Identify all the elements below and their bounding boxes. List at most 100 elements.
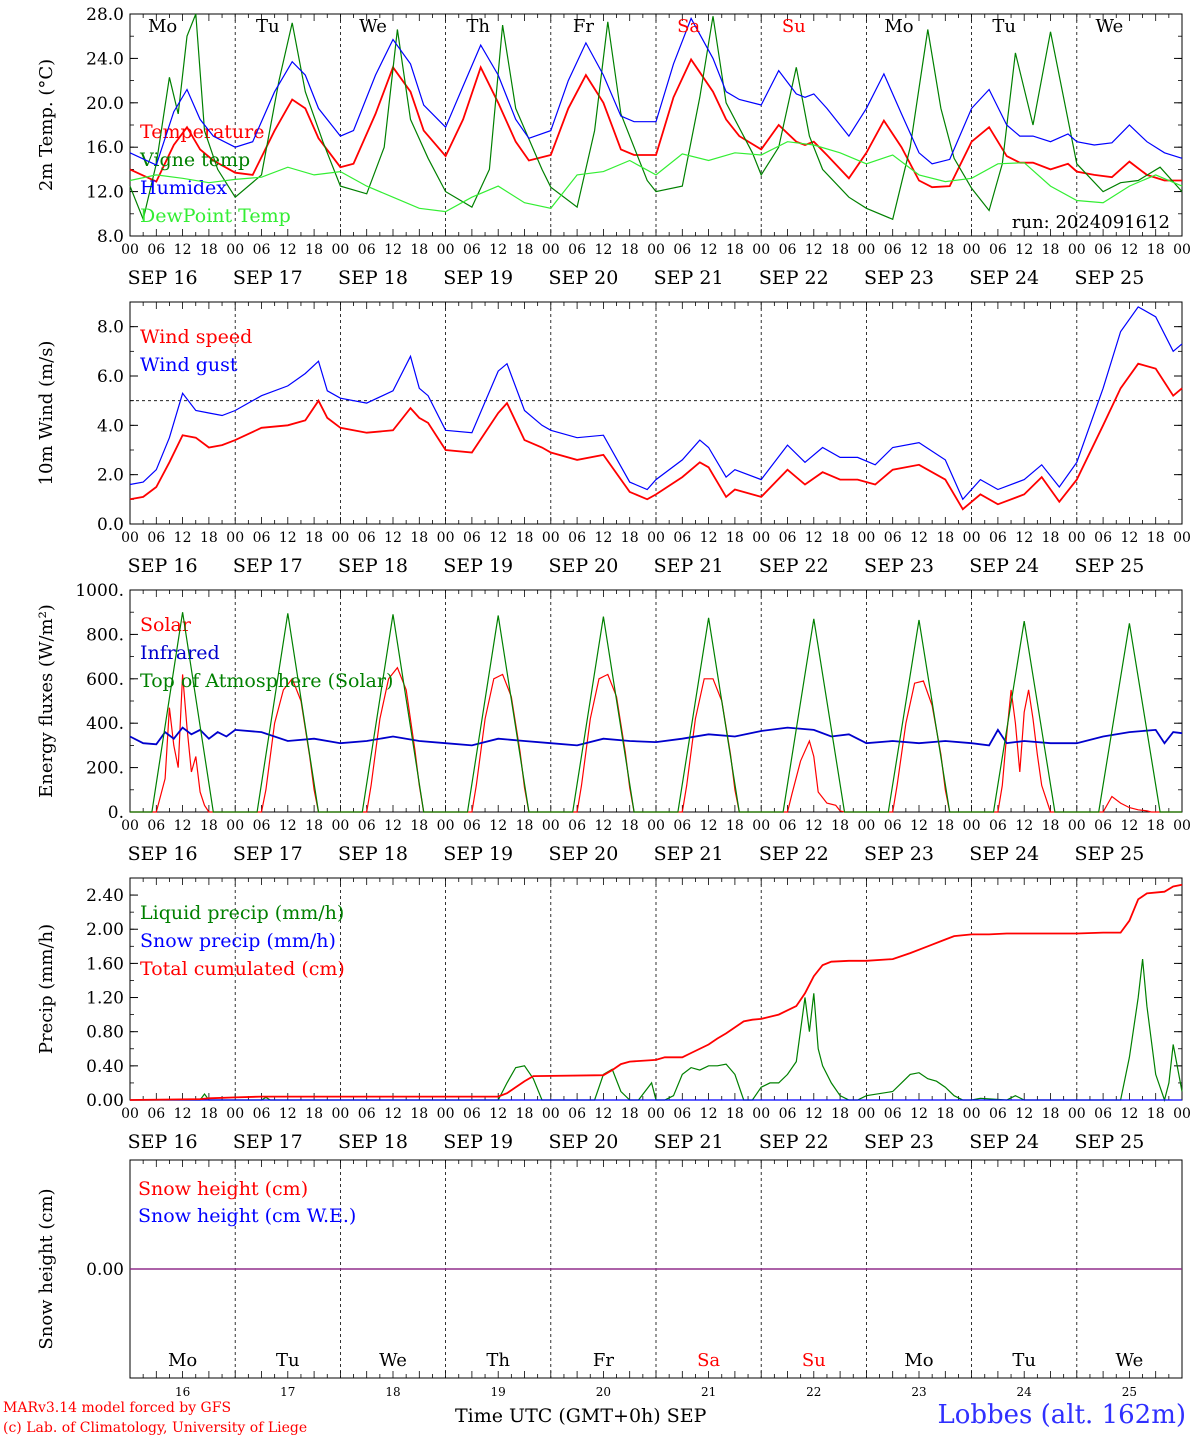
y-tick-label: 0.00 bbox=[86, 1260, 124, 1280]
day-label: SEP 25 bbox=[1074, 267, 1144, 289]
hour-tick-label: 12 bbox=[1120, 1106, 1138, 1122]
weekday-label: We bbox=[1116, 1350, 1144, 1371]
hour-tick-label: 12 bbox=[1120, 818, 1138, 834]
hour-tick-label: 06 bbox=[989, 1106, 1007, 1122]
hour-tick-label: 06 bbox=[673, 818, 691, 834]
hour-tick-label: 12 bbox=[805, 818, 823, 834]
hour-tick-label: 18 bbox=[1147, 818, 1165, 834]
day-label: SEP 19 bbox=[443, 267, 513, 289]
y-tick-label: 24.0 bbox=[86, 49, 124, 69]
hour-tick-label: 00 bbox=[437, 818, 455, 834]
hour-tick-label: 00 bbox=[857, 818, 875, 834]
weekday-label: Fr bbox=[573, 16, 594, 37]
hour-tick-label: 12 bbox=[489, 818, 507, 834]
hour-tick-label: 12 bbox=[489, 530, 507, 546]
weekday-label: We bbox=[359, 16, 387, 37]
hour-tick-label: 12 bbox=[1120, 530, 1138, 546]
hour-tick-label: 18 bbox=[516, 530, 534, 546]
hour-tick-label: 12 bbox=[1015, 1106, 1033, 1122]
hour-tick-label: 06 bbox=[884, 242, 902, 258]
hour-tick-label: 18 bbox=[1147, 1106, 1165, 1122]
hour-tick-label: 12 bbox=[174, 530, 192, 546]
y-tick-label: 1.20 bbox=[86, 989, 124, 1009]
hour-tick-label: 18 bbox=[831, 530, 849, 546]
hour-tick-label: 00 bbox=[857, 242, 875, 258]
hour-tick-label: 18 bbox=[410, 242, 428, 258]
hour-tick-label: 18 bbox=[410, 818, 428, 834]
hour-tick-label: 18 bbox=[726, 242, 744, 258]
hour-tick-label: 00 bbox=[1173, 530, 1191, 546]
hour-tick-label: 12 bbox=[805, 530, 823, 546]
weekday-label: Sa bbox=[697, 1350, 720, 1371]
day-number-label: 19 bbox=[491, 1385, 506, 1399]
day-label: SEP 20 bbox=[548, 555, 618, 577]
hour-tick-label: 18 bbox=[1042, 1106, 1060, 1122]
hour-tick-label: 06 bbox=[463, 818, 481, 834]
hour-tick-label: 12 bbox=[700, 818, 718, 834]
y-axis-label: 2m Temp. (°C) bbox=[36, 59, 57, 191]
legend-entry: Humidex bbox=[140, 177, 227, 199]
day-number-label: 16 bbox=[175, 1385, 190, 1399]
hour-tick-label: 00 bbox=[1068, 818, 1086, 834]
legend-entry: Top of Atmosphere (Solar) bbox=[140, 670, 393, 692]
day-label: SEP 25 bbox=[1074, 1131, 1144, 1153]
run-label: run: 2024091612 bbox=[1012, 212, 1170, 233]
hour-tick-label: 12 bbox=[700, 530, 718, 546]
weekday-label: Tu bbox=[256, 16, 280, 37]
hour-tick-label: 06 bbox=[989, 530, 1007, 546]
hour-tick-label: 00 bbox=[542, 818, 560, 834]
hour-tick-label: 00 bbox=[1068, 1106, 1086, 1122]
hour-tick-label: 06 bbox=[884, 530, 902, 546]
legend-entry: Temperature bbox=[140, 121, 264, 143]
day-label: SEP 20 bbox=[548, 1131, 618, 1153]
day-label: SEP 16 bbox=[128, 555, 198, 577]
day-number-label: 20 bbox=[596, 1385, 611, 1399]
y-tick-label: 20.0 bbox=[86, 94, 124, 114]
hour-tick-label: 18 bbox=[621, 818, 639, 834]
hour-tick-label: 00 bbox=[752, 1106, 770, 1122]
day-label: SEP 17 bbox=[233, 555, 303, 577]
legend-entry: Wind gust bbox=[140, 354, 238, 376]
series-line-temperature bbox=[129, 57, 1182, 189]
day-label: SEP 23 bbox=[864, 267, 934, 289]
hour-tick-label: 18 bbox=[1042, 818, 1060, 834]
hour-tick-label: 06 bbox=[884, 1106, 902, 1122]
hour-tick-label: 12 bbox=[910, 530, 928, 546]
weekday-label: We bbox=[1096, 16, 1124, 37]
day-label: SEP 22 bbox=[759, 1131, 829, 1153]
hour-tick-label: 12 bbox=[805, 1106, 823, 1122]
hour-tick-label: 18 bbox=[726, 1106, 744, 1122]
hour-tick-label: 00 bbox=[331, 530, 349, 546]
hour-tick-label: 00 bbox=[226, 530, 244, 546]
hour-tick-label: 18 bbox=[305, 1106, 323, 1122]
hour-tick-label: 06 bbox=[673, 242, 691, 258]
day-label: SEP 20 bbox=[548, 267, 618, 289]
day-label: SEP 17 bbox=[233, 843, 303, 865]
hour-tick-label: 06 bbox=[673, 1106, 691, 1122]
day-label: SEP 21 bbox=[654, 267, 724, 289]
y-tick-label: 12.0 bbox=[86, 183, 124, 203]
hour-tick-label: 00 bbox=[963, 530, 981, 546]
series-line-total-cumulated-cm- bbox=[129, 883, 1183, 1101]
series-line-vigne-temp bbox=[129, 13, 1183, 222]
hour-tick-label: 00 bbox=[226, 1106, 244, 1122]
y-tick-label: 0.0 bbox=[97, 515, 124, 535]
day-number-label: 21 bbox=[701, 1385, 716, 1399]
y-tick-label: 0.00 bbox=[86, 1091, 124, 1111]
hour-tick-label: 12 bbox=[910, 818, 928, 834]
day-label: SEP 22 bbox=[759, 843, 829, 865]
y-tick-label: 8.0 bbox=[97, 227, 124, 247]
day-label: SEP 18 bbox=[338, 1131, 408, 1153]
legend-entry: DewPoint Temp bbox=[140, 205, 291, 227]
day-label: SEP 18 bbox=[338, 843, 408, 865]
hour-tick-label: 06 bbox=[779, 242, 797, 258]
hour-tick-label: 18 bbox=[200, 818, 218, 834]
hour-tick-label: 12 bbox=[1015, 530, 1033, 546]
hour-tick-label: 18 bbox=[200, 530, 218, 546]
hour-tick-label: 06 bbox=[147, 530, 165, 546]
hour-tick-label: 18 bbox=[936, 530, 954, 546]
hour-tick-label: 06 bbox=[1094, 530, 1112, 546]
hour-tick-label: 18 bbox=[621, 530, 639, 546]
hour-tick-label: 12 bbox=[594, 530, 612, 546]
